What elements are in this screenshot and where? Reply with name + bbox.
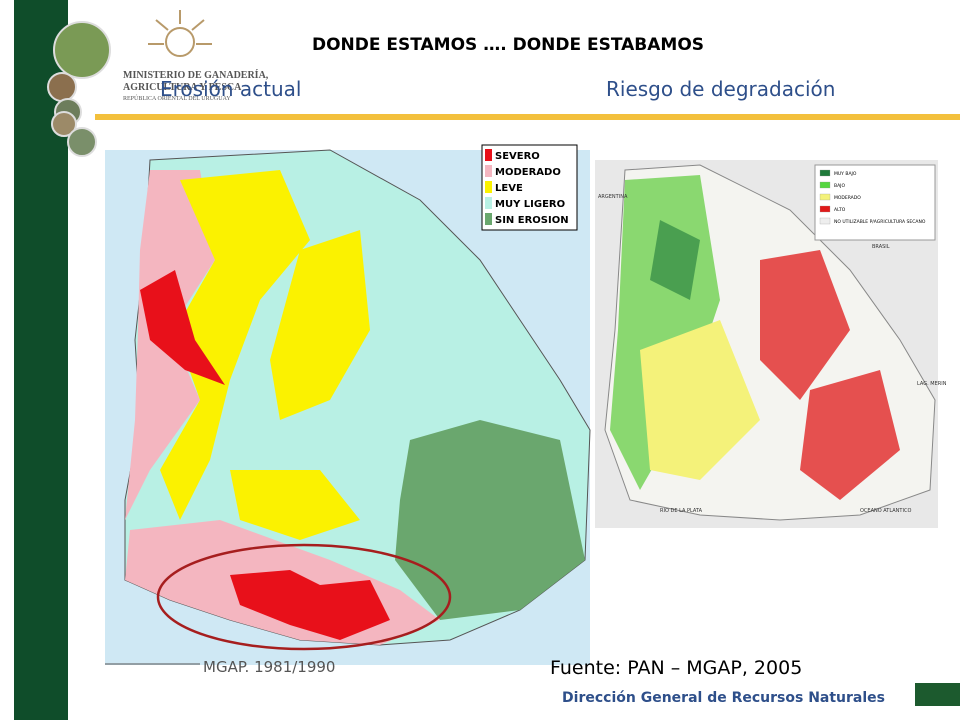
slide-title: DONDE ESTAMOS …. DONDE ESTABAMOS bbox=[312, 35, 704, 55]
ministry-line: MINISTERIO DE GANADERÍA, bbox=[123, 69, 269, 81]
legend-swatch bbox=[819, 169, 831, 177]
left-heading: Erosión actual bbox=[160, 77, 301, 101]
legend-label: NO UTILIZABLE P/AGRICULTURA SECANO bbox=[834, 219, 926, 225]
legend-swatch bbox=[485, 197, 492, 209]
legend-swatch bbox=[485, 149, 492, 161]
place-label: OCEANO ATLANTICO bbox=[860, 508, 911, 514]
right-heading: Riesgo de degradación bbox=[606, 77, 835, 101]
legend-swatch bbox=[485, 165, 492, 177]
legend-swatch bbox=[819, 193, 831, 201]
legend-label: BAJO bbox=[834, 183, 845, 189]
source: Fuente: PAN – MGAP, 2005 bbox=[550, 657, 802, 679]
legend-swatch bbox=[819, 217, 831, 225]
department: Dirección General de Recursos Naturales bbox=[562, 690, 885, 706]
map-caption: MGAP. 1981/1990 bbox=[203, 658, 335, 676]
erosion-map bbox=[105, 149, 591, 665]
legend-label: MUY BAJO bbox=[834, 171, 857, 177]
legend-label: ALTO bbox=[834, 207, 846, 213]
place-label: LAG. MERIN bbox=[917, 381, 947, 387]
legend: MUY BAJO BAJO MODERADO ALTO NO UTILIZABLE P/… bbox=[814, 164, 936, 241]
place-label: BRASIL bbox=[872, 244, 890, 250]
legend-label: SIN EROSION bbox=[495, 215, 569, 226]
legend-label: LEVE bbox=[495, 183, 523, 194]
legend-label: MODERADO bbox=[834, 195, 861, 201]
legend-label: SEVERO bbox=[495, 151, 540, 162]
corner-block bbox=[915, 683, 960, 706]
ministry-line: REPÚBLICA ORIENTAL DEL URUGUAY bbox=[123, 94, 231, 102]
legend-swatch bbox=[819, 181, 831, 189]
photo-circles bbox=[47, 21, 111, 157]
legend-label: MODERADO bbox=[495, 167, 561, 178]
legend-swatch bbox=[485, 181, 492, 193]
legend-swatch bbox=[485, 213, 492, 225]
place-label: RIO DE LA PLATA bbox=[660, 508, 703, 514]
header-rule bbox=[95, 114, 960, 120]
legend: SEVERO MODERADO LEVE MUY LIGERO SIN EROSION bbox=[481, 144, 578, 231]
legend-label: MUY LIGERO bbox=[495, 199, 565, 210]
ministry-line: AGRICULTURA Y PESCA bbox=[123, 82, 242, 93]
place-label: ARGENTINA bbox=[598, 194, 628, 200]
sun-emblem bbox=[148, 10, 212, 57]
legend-swatch bbox=[819, 205, 831, 213]
